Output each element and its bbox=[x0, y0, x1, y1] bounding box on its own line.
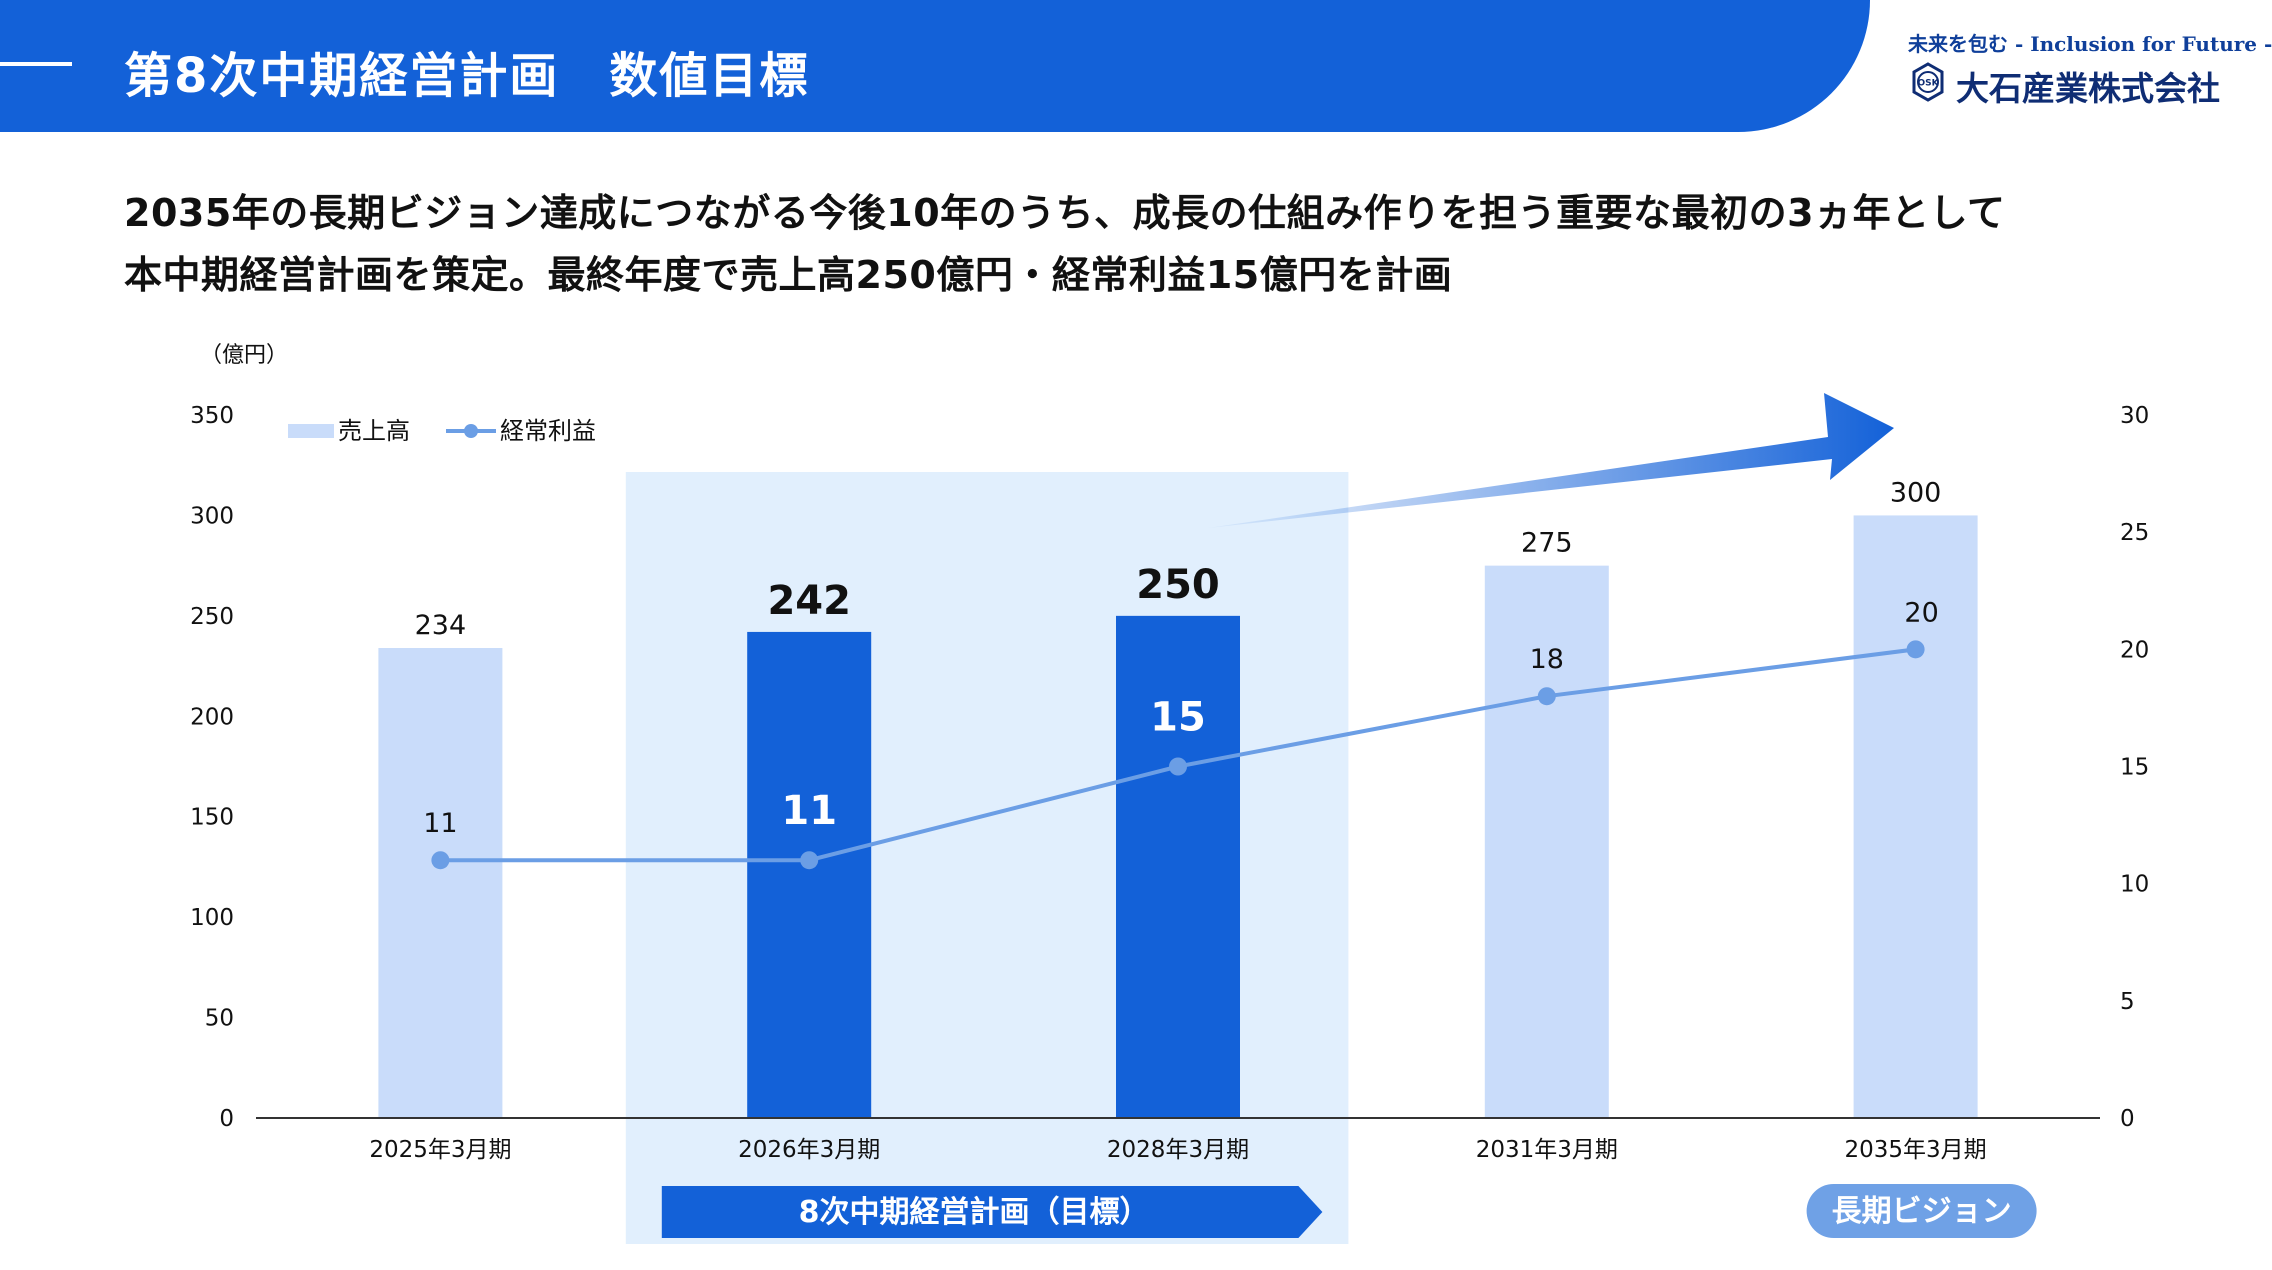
growth-arrow-icon bbox=[1208, 393, 1894, 528]
plan-banner-shape bbox=[661, 1186, 1323, 1238]
left-y-tick-label: 0 bbox=[219, 1106, 234, 1132]
right-y-tick-label: 25 bbox=[2120, 520, 2149, 546]
legend-swatch-sales bbox=[288, 424, 334, 438]
profit-point bbox=[800, 851, 819, 870]
vision-badge-shape bbox=[1806, 1184, 2037, 1238]
left-y-tick-label: 250 bbox=[190, 604, 234, 630]
legend-label-profit: 経常利益 bbox=[500, 417, 596, 445]
sales-value-label: 234 bbox=[415, 610, 467, 641]
company-tagline: 未来を包む - Inclusion for Future - bbox=[1908, 32, 2272, 56]
sales-value-label: 242 bbox=[767, 578, 851, 624]
profit-value-label: 11 bbox=[423, 808, 457, 839]
company-logo-icon: OSK bbox=[1912, 62, 1944, 102]
profit-point bbox=[431, 851, 450, 870]
left-y-tick-label: 300 bbox=[190, 503, 234, 529]
chart-legend: 売上高 経常利益 bbox=[288, 417, 596, 445]
x-axis-labels: 2025年3月期 2026年3月期 2028年3月期 2031年3月期 2035年3月期 bbox=[369, 1137, 1986, 1163]
lead-text-line-2: 本中期経営計画を策定。最終年度で売上高250億円・経常利益15億円を計画 bbox=[124, 253, 1453, 297]
sales-bar bbox=[747, 631, 872, 1118]
right-y-tick-label: 5 bbox=[2120, 989, 2135, 1015]
left-y-tick-label: 350 bbox=[190, 403, 234, 429]
left-y-tick-label: 100 bbox=[190, 905, 234, 931]
y-axis-unit-label: （億円） bbox=[200, 343, 288, 368]
right-y-axis: 0 5 10 15 20 25 30 bbox=[2120, 403, 2149, 1132]
lead-text-line-1: 2035年の長期ビジョン達成につながる今後10年のうち、成長の仕組み作りを担う重… bbox=[124, 191, 2006, 235]
x-tick-label: 2031年3月期 bbox=[1476, 1137, 1618, 1163]
profit-value-label: 11 bbox=[781, 788, 837, 834]
left-y-tick-label: 200 bbox=[190, 704, 234, 730]
left-y-tick-label: 50 bbox=[205, 1006, 234, 1032]
profit-value-label: 18 bbox=[1530, 644, 1564, 675]
company-name: 大石産業株式会社 bbox=[1956, 69, 2220, 108]
plan-banner: 8次中期経営計画（目標） bbox=[661, 1186, 1323, 1238]
left-y-tick-label: 150 bbox=[190, 805, 234, 831]
header-accent-line bbox=[0, 62, 72, 66]
sales-value-labels: 234 242 250 275 300 bbox=[415, 477, 1942, 641]
company-brand: 未来を包む - Inclusion for Future - OSK 大石産業株… bbox=[1908, 22, 2272, 112]
logo-mark: OSK bbox=[1917, 79, 1939, 89]
sales-bar bbox=[1853, 515, 1978, 1118]
plan-banner-label: 8次中期経営計画（目標） bbox=[799, 1195, 1150, 1230]
right-y-tick-label: 15 bbox=[2120, 755, 2149, 781]
vision-badge: 長期ビジョン bbox=[1806, 1184, 2037, 1238]
sales-bar bbox=[378, 647, 503, 1118]
x-tick-label: 2028年3月期 bbox=[1107, 1137, 1249, 1163]
profit-line-series bbox=[431, 640, 1925, 870]
x-tick-label: 2025年3月期 bbox=[369, 1137, 511, 1163]
right-y-tick-label: 20 bbox=[2120, 637, 2149, 663]
page-title: 第8次中期経営計画 数値目標 bbox=[124, 48, 810, 104]
profit-value-label: 20 bbox=[1904, 597, 1938, 628]
left-y-axis: 0 50 100 150 200 250 300 350 bbox=[190, 403, 234, 1132]
right-y-tick-label: 0 bbox=[2120, 1106, 2135, 1132]
right-y-tick-label: 30 bbox=[2120, 403, 2149, 429]
sales-value-label: 300 bbox=[1890, 477, 1942, 508]
vision-badge-label: 長期ビジョン bbox=[1832, 1194, 2012, 1229]
profit-point bbox=[1906, 640, 1925, 659]
profit-value-labels: 11 11 15 18 20 bbox=[423, 597, 1939, 839]
profit-value-label: 15 bbox=[1150, 695, 1206, 741]
profit-point bbox=[1169, 757, 1187, 776]
x-tick-label: 2035年3月期 bbox=[1845, 1137, 1987, 1163]
sales-bar bbox=[1116, 615, 1240, 1118]
legend-marker-profit bbox=[464, 424, 478, 438]
right-y-tick-label: 10 bbox=[2120, 872, 2149, 898]
legend-label-sales: 売上高 bbox=[338, 417, 410, 445]
profit-point bbox=[1537, 687, 1556, 706]
sales-value-label: 275 bbox=[1521, 528, 1573, 559]
sales-value-label: 250 bbox=[1136, 562, 1220, 608]
plan-period-highlight bbox=[625, 472, 1349, 1244]
sales-bar bbox=[1484, 565, 1609, 1118]
header-bar: 第8次中期経営計画 数値目標 bbox=[0, 0, 1870, 132]
x-tick-label: 2026年3月期 bbox=[738, 1137, 880, 1163]
sales-bars bbox=[378, 515, 1978, 1118]
